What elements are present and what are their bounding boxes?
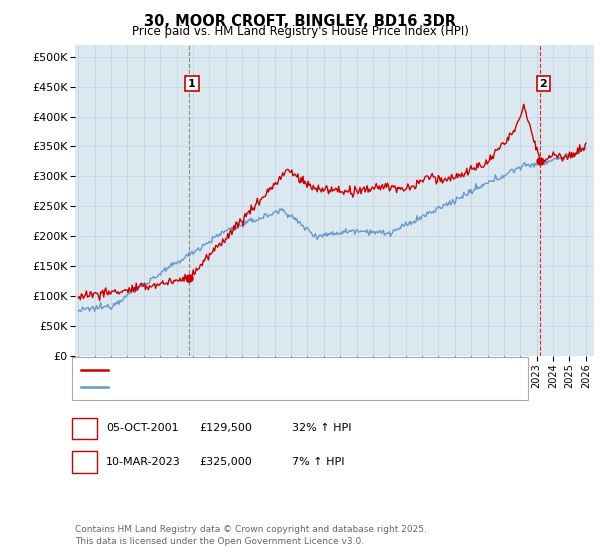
- Text: £325,000: £325,000: [199, 457, 252, 467]
- Text: 1: 1: [80, 422, 89, 435]
- Text: 2: 2: [539, 78, 547, 88]
- Text: 32% ↑ HPI: 32% ↑ HPI: [292, 423, 352, 433]
- Text: 30, MOOR CROFT, BINGLEY, BD16 3DR: 30, MOOR CROFT, BINGLEY, BD16 3DR: [144, 14, 456, 29]
- Text: Price paid vs. HM Land Registry's House Price Index (HPI): Price paid vs. HM Land Registry's House …: [131, 25, 469, 38]
- Text: 30, MOOR CROFT, BINGLEY, BD16 3DR (detached house): 30, MOOR CROFT, BINGLEY, BD16 3DR (detac…: [114, 365, 410, 375]
- Text: 2: 2: [80, 455, 89, 469]
- Text: 10-MAR-2023: 10-MAR-2023: [106, 457, 181, 467]
- Text: 1: 1: [188, 78, 196, 88]
- Text: Contains HM Land Registry data © Crown copyright and database right 2025.
This d: Contains HM Land Registry data © Crown c…: [75, 525, 427, 546]
- Text: 7% ↑ HPI: 7% ↑ HPI: [292, 457, 344, 467]
- Text: £129,500: £129,500: [199, 423, 252, 433]
- Text: HPI: Average price, detached house, Bradford: HPI: Average price, detached house, Brad…: [114, 382, 352, 392]
- Text: 05-OCT-2001: 05-OCT-2001: [106, 423, 179, 433]
